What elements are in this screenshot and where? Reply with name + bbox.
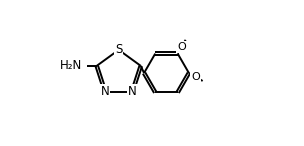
- Text: N: N: [101, 85, 109, 98]
- Text: S: S: [115, 43, 123, 56]
- Text: H₂N: H₂N: [60, 59, 82, 72]
- Text: N: N: [128, 85, 137, 98]
- Text: O: O: [177, 42, 186, 52]
- Text: O: O: [192, 72, 200, 82]
